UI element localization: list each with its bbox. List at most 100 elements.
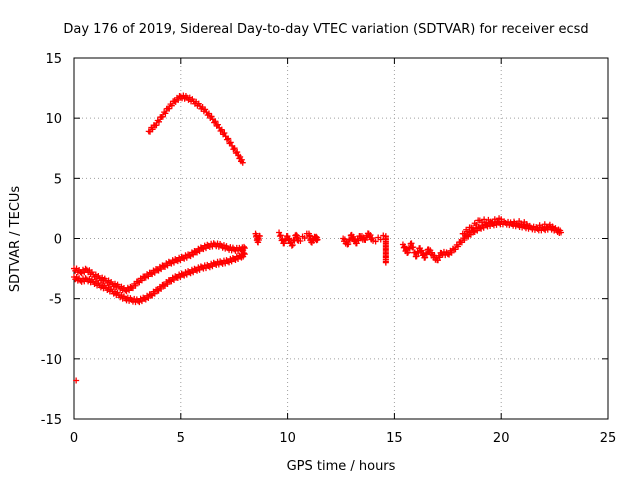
trace-marker: [507, 219, 514, 226]
chart-title: Day 176 of 2019, Sidereal Day-to-day VTE…: [63, 22, 588, 37]
trace-marker: [221, 130, 228, 137]
trace-marker: [461, 237, 468, 243]
trace-marker: [480, 224, 487, 231]
trace-marker: [151, 290, 158, 297]
trace-marker: [525, 225, 532, 232]
trace-marker: [240, 247, 247, 254]
trace-marker: [345, 241, 352, 248]
y-tick-label: 15: [45, 52, 62, 67]
trace-marker: [372, 238, 379, 245]
trace-marker: [138, 298, 145, 305]
trace-marker: [297, 237, 304, 244]
trace-marker: [114, 281, 121, 288]
trace-marker: [377, 236, 384, 243]
trace-marker: [164, 262, 171, 269]
trace-marker: [190, 251, 197, 258]
trace-marker: [209, 263, 216, 270]
trace-marker: [241, 243, 248, 250]
trace-marker: [82, 275, 89, 282]
trace-marker: [277, 232, 284, 239]
data-points: [71, 92, 565, 384]
trace-marker: [276, 233, 283, 240]
trace-marker: [413, 253, 420, 260]
trace-marker: [473, 221, 480, 228]
trace-marker: [223, 243, 230, 250]
trace-marker: [170, 259, 177, 266]
trace-marker: [227, 139, 234, 146]
trace-marker: [541, 221, 548, 228]
trace-marker: [410, 244, 417, 251]
trace-marker: [156, 118, 163, 125]
trace-marker: [95, 280, 102, 287]
x-tick-label: 15: [386, 431, 403, 446]
trace-marker: [557, 227, 564, 234]
trace-marker: [196, 266, 203, 273]
trace-marker: [422, 254, 429, 261]
trace-marker: [177, 257, 184, 264]
trace-marker: [350, 233, 357, 240]
trace-marker: [215, 261, 222, 268]
trace-marker: [225, 135, 232, 142]
trace-marker: [286, 235, 293, 242]
trace-marker: [138, 277, 145, 284]
trace-marker: [145, 295, 152, 302]
trace-marker: [158, 266, 165, 273]
trace-marker: [217, 127, 224, 134]
y-tick-label: 5: [54, 172, 62, 187]
trace-marker: [506, 222, 513, 229]
trace-marker: [203, 265, 210, 272]
axis-ticks: 0 5 10 15 20 25 -15 -10 -5 0 5 10 15: [41, 52, 617, 446]
trace-marker: [521, 219, 528, 226]
trace-marker: [177, 274, 184, 281]
trace-marker: [222, 260, 229, 267]
trace-marker: [464, 228, 471, 235]
trace-marker: [516, 218, 523, 225]
trace-marker: [461, 230, 468, 237]
trace-marker: [203, 245, 210, 252]
trace-marker: [467, 231, 474, 238]
trace-marker: [226, 140, 233, 147]
y-tick-label: -10: [41, 353, 62, 368]
trace-marker: [485, 216, 492, 223]
trace-marker: [407, 240, 414, 247]
trace-marker: [183, 254, 190, 261]
trace-marker: [231, 145, 238, 152]
trace-marker: [546, 221, 553, 228]
trace-marker: [101, 282, 108, 289]
trace-marker: [234, 149, 241, 156]
trace-marker: [401, 243, 408, 250]
trace-marker: [256, 232, 263, 239]
trace-marker: [88, 276, 95, 283]
trace-marker: [161, 109, 168, 116]
trace-marker: [455, 243, 462, 250]
trace-marker: [346, 236, 353, 243]
trace-marker: [181, 95, 188, 102]
trace-marker: [114, 289, 121, 296]
trace-marker: [448, 249, 455, 256]
trace-marker: [213, 122, 220, 129]
trace-marker: [202, 106, 209, 113]
trace-marker: [220, 131, 227, 138]
trace-marker: [301, 235, 308, 242]
trace-marker: [183, 271, 190, 278]
trace-marker: [240, 253, 247, 260]
trace-marker: [238, 156, 245, 163]
trace-marker: [95, 272, 102, 279]
trace-marker: [170, 276, 177, 283]
trace-marker: [232, 150, 239, 157]
trace-marker: [162, 110, 169, 117]
trace-marker: [145, 273, 152, 280]
trace-marker: [154, 117, 161, 124]
trace-marker: [182, 92, 189, 99]
trace-marker: [496, 215, 503, 222]
trace-marker: [175, 96, 182, 103]
trace-marker: [214, 121, 221, 128]
trace-marker: [526, 222, 533, 229]
trace-marker: [369, 234, 376, 241]
x-tick-label: 20: [493, 431, 510, 446]
trace-marker: [82, 265, 89, 272]
trace-marker: [159, 113, 166, 120]
trace-marker: [212, 118, 219, 125]
trace-marker: [88, 269, 95, 276]
